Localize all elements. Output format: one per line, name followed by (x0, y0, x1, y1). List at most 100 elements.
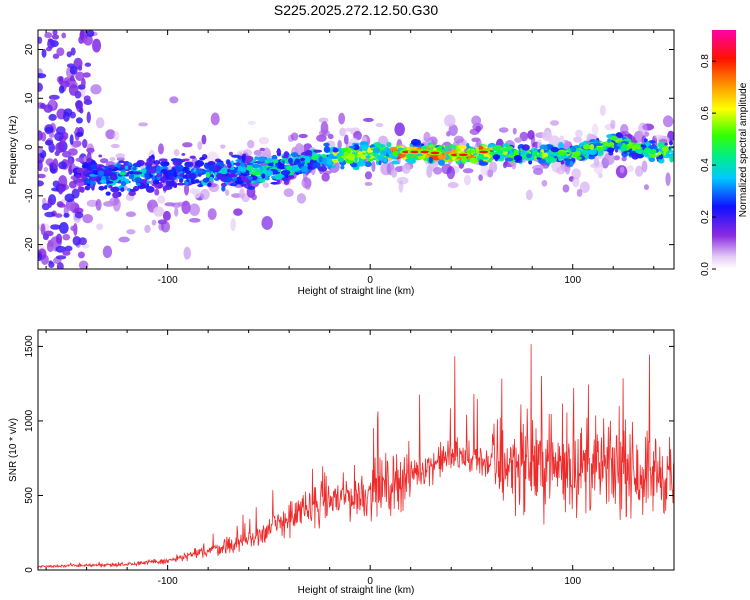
spectrogram-ridge-cell (556, 151, 566, 157)
spectrogram-ridge-cell (98, 185, 105, 191)
spectrogram-edge-cell (82, 72, 91, 78)
spectrogram-ridge-cell (158, 181, 163, 189)
spectrogram-ridge-cell (661, 146, 669, 152)
spectrogram-ridge-cell (141, 167, 147, 174)
spectrogram-noise-cell (113, 131, 120, 141)
spectrogram-noise-cell (210, 112, 220, 126)
spectrogram-ridge-cell (546, 162, 550, 167)
spectrogram-ridge-cell (457, 144, 467, 150)
spectrogram-ridge-cell (108, 185, 113, 189)
spectrogram-noise-cell (173, 149, 180, 157)
spectrogram-ridge-cell (90, 163, 97, 170)
spectrogram-ridge-cell (537, 159, 547, 164)
spectrogram-ridge-cell (97, 170, 105, 176)
spectrogram-ridge-cell (420, 144, 427, 151)
spectrogram-ridge-cell (151, 183, 161, 187)
spectrogram-ridge-cell (261, 166, 266, 169)
spectrogram-ridge-cell (229, 182, 238, 187)
spectrogram-ridge-cell (656, 156, 660, 160)
spectrogram-ridge-cell (323, 146, 331, 153)
spectrogram-edge-cell (47, 197, 53, 208)
spectrogram-ridge-cell (104, 185, 108, 190)
spectrogram-noise-cell (181, 200, 191, 215)
spectrogram-noise-cell (296, 193, 307, 204)
spectrogram-edge-cell (38, 145, 44, 154)
spectrogram-edge-cell (78, 237, 87, 246)
spectrogram-ridge-cell (132, 166, 137, 171)
spectrogram-edge-cell (75, 131, 84, 138)
spectrogram-ridge-cell (160, 160, 170, 167)
spectrogram-edge-cell (51, 34, 60, 40)
spectrogram-noise-cell (338, 112, 346, 125)
spectrogram-ridge-cell (134, 176, 142, 183)
spectrogram-ridge-cell (326, 158, 333, 165)
spectrogram-noise-cell (233, 208, 243, 216)
spectrogram-noise-cell (197, 141, 203, 150)
spectrogram-ridge-cell (606, 147, 615, 153)
spectrogram-ridge-cell (251, 171, 261, 176)
snr-y-tick-label: 500 (24, 487, 35, 504)
spectrogram-ridge-cell (75, 174, 80, 179)
spectrogram-peak-core (458, 153, 468, 157)
spectrogram-ridge-cell (428, 156, 433, 164)
spectrogram-noise-cell (164, 202, 176, 207)
spectrogram-edge-cell (58, 85, 65, 94)
spectrogram-ridge-cell (207, 182, 212, 187)
spectrogram-ridge-cell (103, 169, 113, 176)
spectrogram-ridge-cell (327, 165, 332, 170)
spectrogram-ridge-cell (86, 179, 91, 184)
spectrogram-noise-cell (339, 127, 346, 137)
spectrogram-ridge-cell (160, 169, 166, 173)
spectrogram-ridge-cell (116, 161, 121, 169)
spectrogram-ridge-cell (488, 147, 494, 151)
spectrogram-noise-cell (301, 177, 312, 189)
spectrogram-edge-cell (82, 138, 88, 149)
spectrogram-ridge-cell (288, 157, 293, 164)
spectrogram-ridge-cell (185, 170, 192, 175)
spectrogram-edge-cell (77, 251, 85, 259)
spectrogram-edge-cell (68, 164, 73, 175)
spectrogram-noise-cell (220, 144, 226, 149)
spectrogram-edge-cell (74, 211, 84, 219)
snr-x-tick-label: 0 (367, 576, 373, 587)
spectrogram-noise-cell (144, 224, 151, 234)
spectrogram-edge-cell (73, 57, 83, 70)
spectrogram-noise-cell (573, 136, 582, 143)
spectrogram-noise-cell (184, 183, 190, 196)
chart-title: S225.2025.272.12.50.G30 (274, 2, 438, 18)
spectrogram-ridge-cell (589, 143, 595, 150)
spectrogram-ridge-cell (194, 160, 205, 167)
spectrogram-ridge-cell (252, 168, 262, 172)
spectrogram-noise-cell (318, 117, 329, 123)
spectrogram-edge-cell (72, 235, 81, 246)
spectrogram-noise-cell (95, 199, 102, 211)
spectrogram-ridge-cell (428, 144, 435, 148)
spectrogram-noise-cell (162, 210, 171, 221)
spectrogram-noise-cell (92, 38, 102, 53)
spectrogram-edge-cell (54, 131, 64, 142)
spectrogram-ridge-cell (373, 152, 379, 158)
spectrogram-frame (37, 29, 675, 270)
spectrogram-ridge-cell (543, 152, 549, 157)
spectrogram-ridge-cell (472, 152, 478, 156)
spectrogram-ridge-cell (348, 145, 356, 149)
spectrogram-ridge-cell (295, 172, 300, 176)
spectrogram-ridge-cell (281, 177, 289, 182)
spectrogram-ridge-cell (606, 134, 613, 137)
spectrogram-ridge-cell (247, 181, 251, 187)
snr-y-tick-label: 1500 (24, 335, 35, 358)
spectrogram-noise-cell (321, 172, 330, 182)
spectrogram-noise-cell (621, 156, 627, 162)
spectrogram-ridge-cell (300, 165, 308, 173)
spectrogram-ridge-cell (152, 180, 160, 185)
spectrogram-noise-cell (525, 189, 533, 201)
spectrogram-ridge-cell (119, 171, 127, 176)
spectrogram-ridge-cell (469, 157, 479, 164)
spectrogram-ridge-cell (614, 148, 619, 153)
spectrogram-edge-cell (48, 260, 53, 265)
spectrogram-noise-cell (90, 84, 102, 95)
spectrogram-ridge-cell (258, 178, 266, 183)
spectrogram-noise-cell (598, 172, 603, 179)
